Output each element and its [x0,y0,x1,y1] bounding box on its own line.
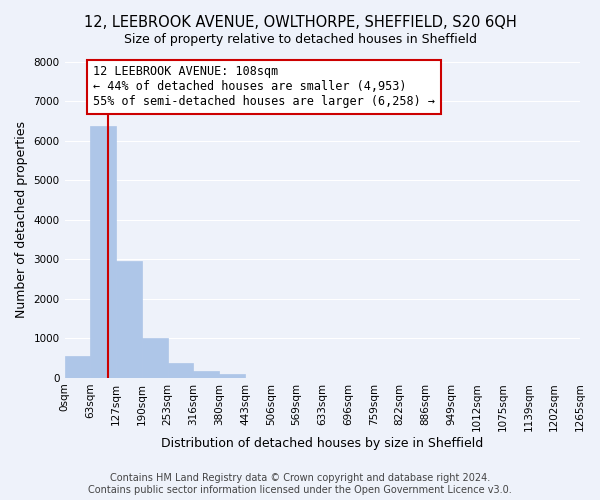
Bar [91,126,116,378]
Bar [65,356,91,378]
Bar [142,338,167,378]
Bar [219,374,245,378]
X-axis label: Distribution of detached houses by size in Sheffield: Distribution of detached houses by size … [161,437,484,450]
Text: 12 LEEBROOK AVENUE: 108sqm
← 44% of detached houses are smaller (4,953)
55% of s: 12 LEEBROOK AVENUE: 108sqm ← 44% of deta… [93,66,435,108]
Bar [116,261,142,378]
Text: Size of property relative to detached houses in Sheffield: Size of property relative to detached ho… [124,32,476,46]
Y-axis label: Number of detached properties: Number of detached properties [15,121,28,318]
Bar [193,371,219,378]
Bar [167,363,193,378]
Text: 12, LEEBROOK AVENUE, OWLTHORPE, SHEFFIELD, S20 6QH: 12, LEEBROOK AVENUE, OWLTHORPE, SHEFFIEL… [83,15,517,30]
Text: Contains HM Land Registry data © Crown copyright and database right 2024.
Contai: Contains HM Land Registry data © Crown c… [88,474,512,495]
